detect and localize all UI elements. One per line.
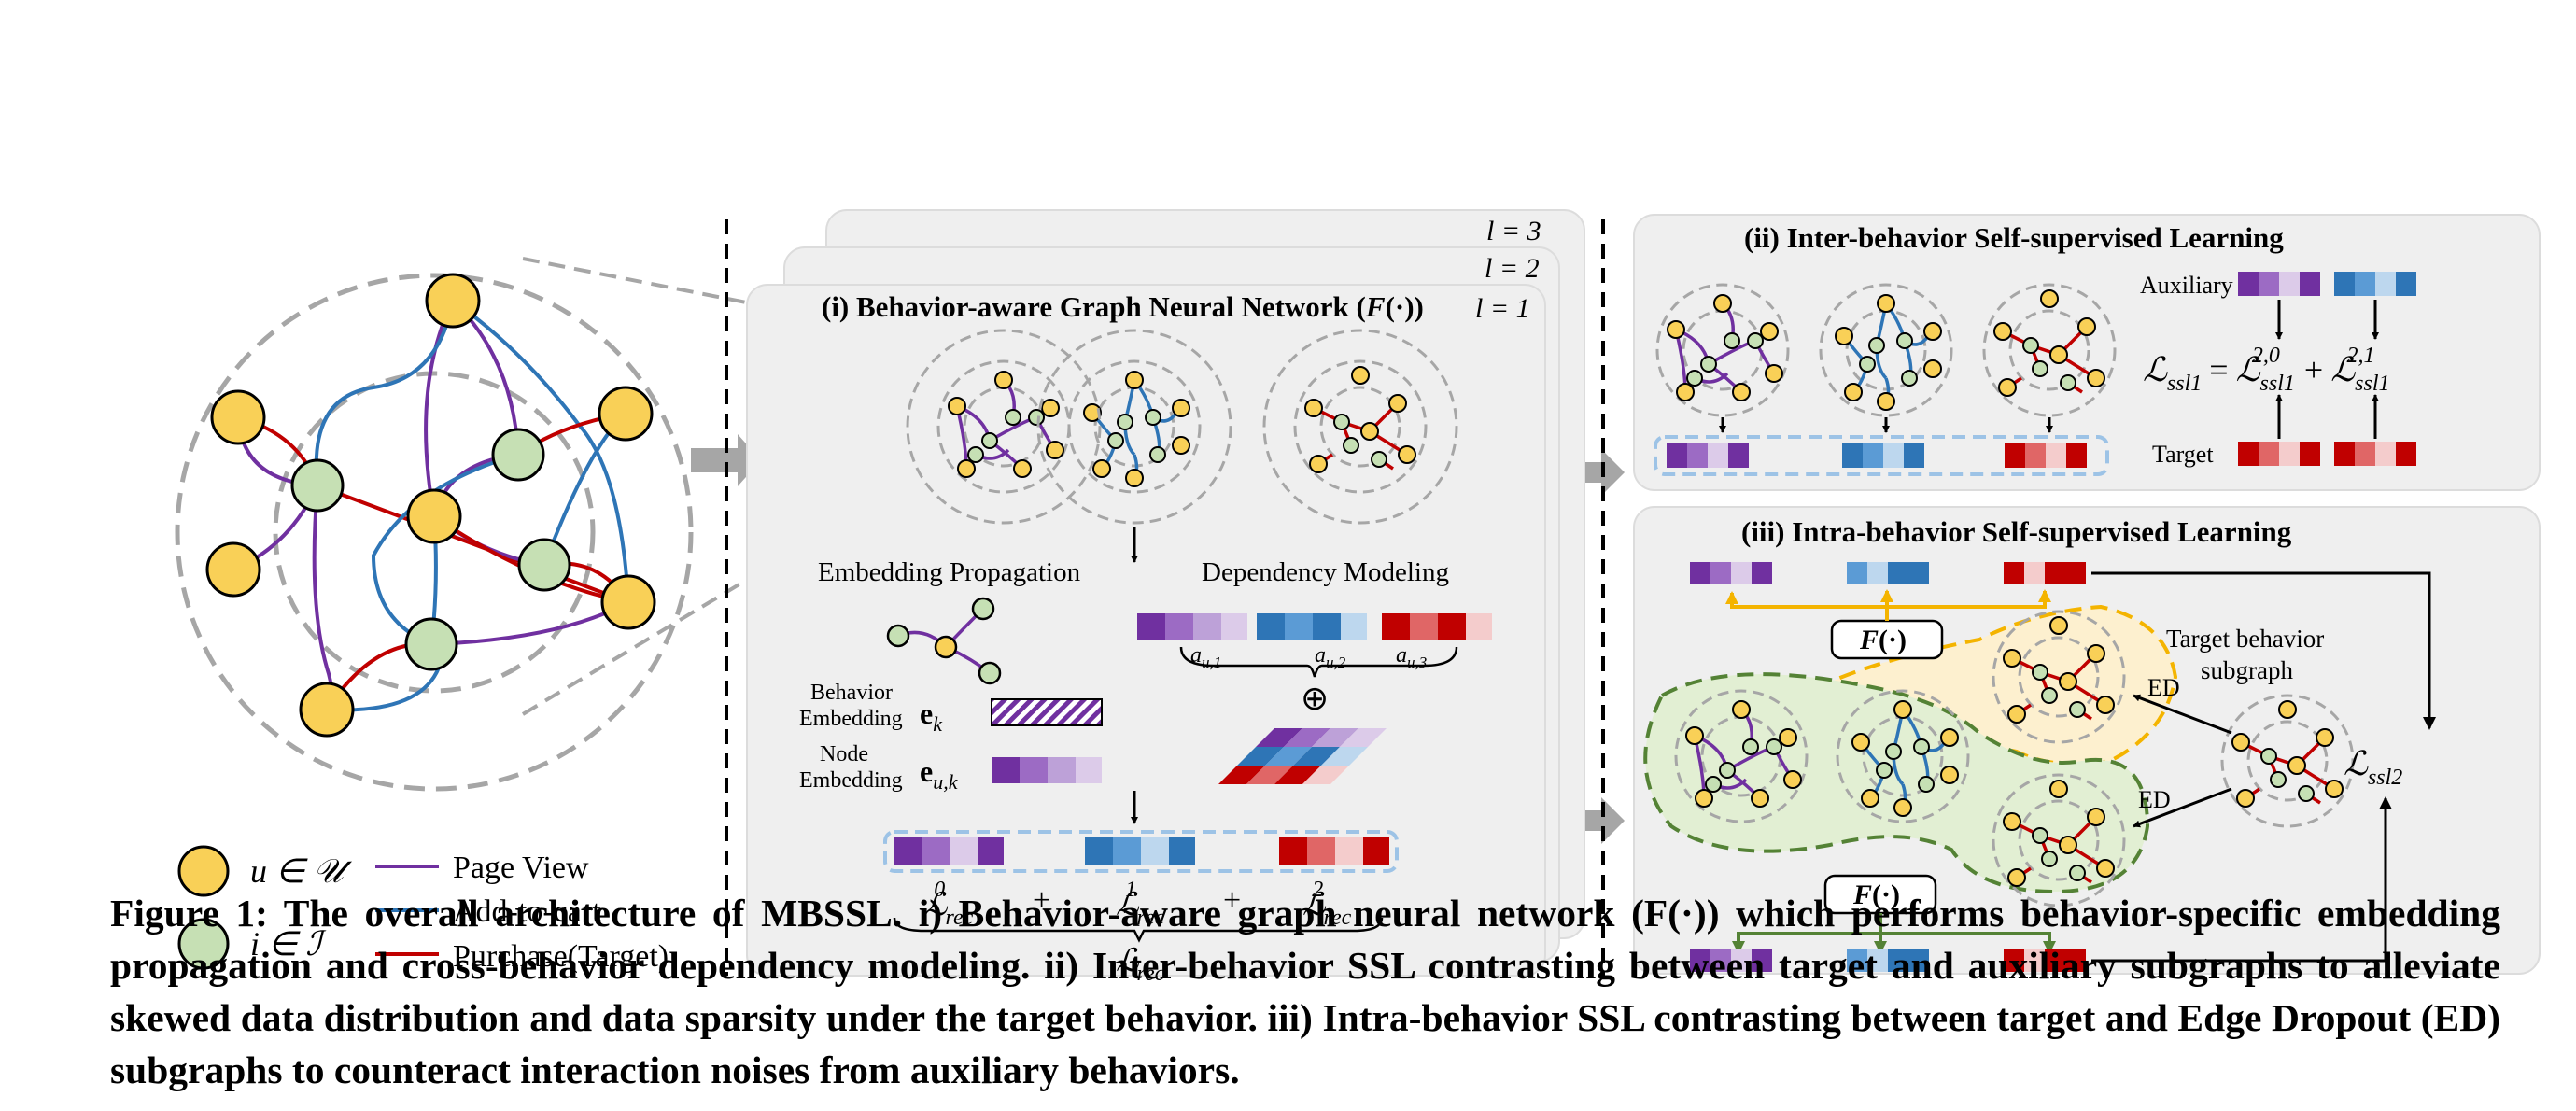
f-box-bottom-label: F(·) [1852, 879, 1900, 910]
node-embedding-vector [992, 757, 1102, 783]
a-u3-label: au,3 [1396, 643, 1427, 671]
final-embedding-vectors [894, 837, 1389, 865]
auxiliary-label: Auxiliary [2140, 272, 2233, 299]
panel1-title: (i) Behavior-aware Graph Neural Network … [822, 290, 1424, 323]
panel2-title: (ii) Inter-behavior Self-supervised Lear… [1744, 221, 2284, 254]
ed-label-top: ED [2147, 674, 2180, 701]
dependency-modeling-label: Dependency Modeling [1202, 557, 1449, 587]
layer-3-label: l = 3 [1486, 216, 1541, 246]
loss-rec-2: ℒrec2 [1302, 878, 1352, 930]
node-embedding-label-2: Embedding [799, 768, 903, 793]
legend: u ∈ 𝒰 i ∈ ℐ Page View Add-to-cart Purcha… [177, 845, 669, 974]
node-embedding-label-1: Node [820, 742, 868, 766]
layer-2-label: l = 2 [1485, 253, 1540, 284]
behavior-embedding-label-1: Behavior [810, 681, 893, 705]
panel-inter-behavior-ssl: (ii) Inter-behavior Self-supervised Lear… [1633, 214, 2541, 491]
panel3-top-vectors [1690, 562, 2086, 584]
behavior-embedding-vector [991, 698, 1103, 726]
oplus-symbol: ⊕ [1301, 680, 1329, 717]
legend-user-label: u ∈ 𝒰 [250, 852, 352, 890]
legend-add-to-cart: Add-to-cart [453, 894, 601, 929]
plus-2: + [1223, 883, 1241, 918]
legend-user-node-icon [177, 845, 230, 897]
panel-behavior-aware-gnn: l = 3 l = 2 l = 1 (i) Behavior-aware Gra… [746, 209, 1585, 986]
loss-rec-0: ℒrec0 [924, 878, 974, 930]
layer-1-label: l = 1 [1475, 293, 1530, 324]
a-u1-label: au,1 [1190, 643, 1221, 671]
target-subgraph-label-2: subgraph [2201, 656, 2293, 684]
plus-1: + [1033, 883, 1050, 918]
behavior-embedding-label-2: Embedding [799, 707, 903, 731]
target-vectors [2238, 442, 2416, 466]
a-u2-label: au,2 [1315, 643, 1346, 671]
legend-purchase: Purchase(Target) [453, 939, 669, 974]
figure-caption: Figure 1: The overall architecture of MB… [110, 892, 2500, 1091]
ed-label-bottom: ED [2138, 786, 2171, 813]
flow-arrows [691, 434, 1625, 844]
loss-ssl1-equation: ℒssl1 = ℒssl12,0 + ℒssl12,1 [2143, 344, 2390, 396]
auxiliary-vectors [2238, 272, 2416, 296]
legend-item-node-icon [177, 918, 230, 970]
panel-intra-behavior-ssl: (iii) Intra-behavior Self-supervised Lea… [1633, 506, 2541, 975]
propagation-mini-graph [886, 597, 1002, 685]
panel3-title: (iii) Intra-behavior Self-supervised Lea… [1741, 515, 2292, 548]
loss-rec-total: ℒrec [1116, 944, 1165, 986]
legend-page-view: Page View [453, 851, 589, 885]
e-k-symbol: ek [920, 696, 943, 736]
embedding-propagation-label: Embedding Propagation [818, 557, 1081, 587]
dependency-vectors [1137, 613, 1492, 640]
target-label: Target [2152, 441, 2214, 468]
panel2-row-vectors [1667, 443, 2087, 468]
legend-item-label: i ∈ ℐ [250, 925, 327, 963]
multi-behavior-graph [175, 257, 805, 792]
loss-rec-1: ℒrec1 [1116, 878, 1165, 930]
stacked-behavior-vectors [1218, 728, 1387, 784]
loss-ssl2: ℒssl2 [2344, 745, 2402, 790]
target-subgraph-label-1: Target behavior [2166, 625, 2324, 653]
panel3-bottom-vectors [1690, 949, 2086, 972]
f-box-top-label: F(·) [1859, 625, 1907, 655]
e-uk-symbol: eu,k [920, 754, 959, 794]
